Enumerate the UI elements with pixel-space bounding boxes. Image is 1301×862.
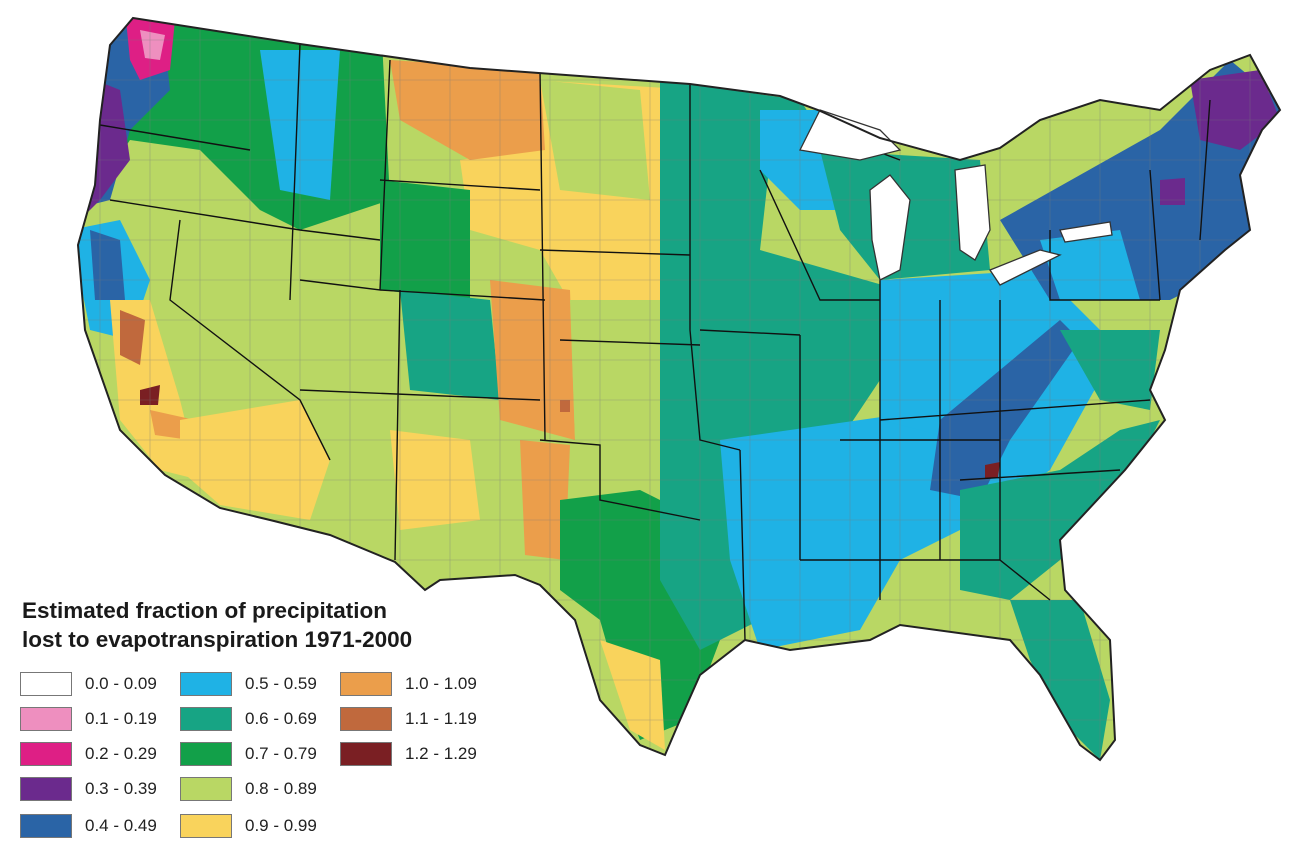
legend-swatch — [20, 672, 72, 696]
zone-south-texas — [600, 640, 665, 750]
legend-swatch — [340, 707, 392, 731]
legend-item-4: 0.4 - 0.49 — [20, 812, 157, 840]
lake-erie — [989, 249, 1062, 286]
zone-kansas-brown — [560, 400, 570, 412]
legend-item-11: 1.1 - 1.19 — [340, 705, 477, 733]
zone-nh-purple — [1160, 178, 1185, 205]
zone-texas-panhandle — [520, 440, 570, 560]
legend-item-9: 0.9 - 0.99 — [180, 812, 317, 840]
zone-ohio-valley — [880, 270, 1100, 440]
legend-label: 0.3 - 0.39 — [85, 779, 157, 798]
zone-midwest — [660, 80, 900, 450]
legend-swatch — [180, 707, 232, 731]
legend-item-5: 0.5 - 0.59 — [180, 670, 317, 698]
legend-swatch — [340, 672, 392, 696]
legend-label: 1.1 - 1.19 — [405, 709, 477, 728]
zone-maine-purple — [1190, 70, 1280, 150]
legend-label: 0.2 - 0.29 — [85, 744, 157, 763]
legend-item-6: 0.6 - 0.69 — [180, 705, 317, 733]
zone-virginia — [1060, 330, 1160, 410]
legend-label: 0.6 - 0.69 — [245, 709, 317, 728]
legend-swatch — [340, 742, 392, 766]
legend-item-12: 1.2 - 1.29 — [340, 740, 477, 768]
legend-swatch — [180, 814, 232, 838]
legend-item-7: 0.7 - 0.79 — [180, 740, 317, 768]
zone-southwest-desert — [180, 400, 330, 520]
legend-label: 0.1 - 0.19 — [85, 709, 157, 728]
zone-dakotas-green — [540, 80, 650, 200]
legend-swatch — [20, 742, 72, 766]
legend-swatch — [180, 742, 232, 766]
legend-swatch — [20, 707, 72, 731]
legend-swatch — [20, 777, 72, 801]
legend-label: 0.8 - 0.89 — [245, 779, 317, 798]
zone-appalachian-hotspot — [985, 462, 1000, 478]
legend-label: 0.9 - 0.99 — [245, 816, 317, 835]
legend-swatch — [180, 777, 232, 801]
zone-ny-blue — [1040, 230, 1140, 300]
legend-item-10: 1.0 - 1.09 — [340, 670, 477, 698]
legend-item-3: 0.3 - 0.39 — [20, 775, 157, 803]
lake-ontario — [1059, 221, 1113, 243]
legend-item-0: 0.0 - 0.09 — [20, 670, 157, 698]
zone-puget-pink — [140, 30, 165, 60]
zone-kansas-green — [570, 300, 660, 440]
legend-swatch — [180, 672, 232, 696]
legend-item-2: 0.2 - 0.29 — [20, 740, 157, 768]
legend-title: Estimated fraction of precipitation lost… — [22, 596, 412, 654]
legend-label: 1.0 - 1.09 — [405, 674, 477, 693]
state-borders — [99, 43, 1211, 641]
zone-appalachians — [930, 320, 1080, 500]
legend-title-line2: lost to evapotranspiration 1971-2000 — [22, 627, 413, 652]
lake-superior — [799, 109, 902, 161]
legend-item-1: 0.1 - 0.19 — [20, 705, 157, 733]
lake-huron — [954, 164, 991, 261]
legend-label: 1.2 - 1.29 — [405, 744, 477, 763]
zone-carolinas-georgia — [960, 420, 1160, 600]
legend-label: 0.5 - 0.59 — [245, 674, 317, 693]
legend-label: 0.0 - 0.09 — [85, 674, 157, 693]
zone-montana-orange — [390, 60, 545, 160]
legend-title-line1: Estimated fraction of precipitation — [22, 598, 388, 623]
lake-michigan — [869, 174, 911, 281]
legend-label: 0.4 - 0.49 — [85, 816, 157, 835]
legend-swatch — [20, 814, 72, 838]
zone-ca-brown — [120, 310, 145, 365]
zone-norcal-dark — [90, 230, 125, 300]
legend-label: 0.7 - 0.79 — [245, 744, 317, 763]
legend-item-8: 0.8 - 0.89 — [180, 775, 317, 803]
